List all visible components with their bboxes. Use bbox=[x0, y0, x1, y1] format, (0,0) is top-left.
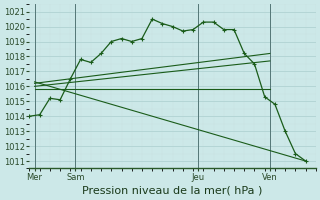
X-axis label: Pression niveau de la mer( hPa ): Pression niveau de la mer( hPa ) bbox=[83, 186, 263, 196]
